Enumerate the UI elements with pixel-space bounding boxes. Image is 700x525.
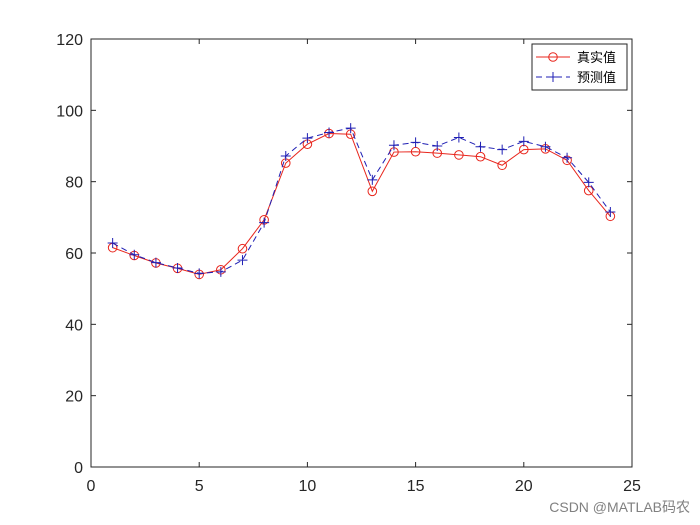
series-2-point bbox=[410, 137, 421, 148]
series-2-point bbox=[150, 257, 161, 268]
series-2-point bbox=[518, 136, 529, 147]
y-tick-label: 60 bbox=[65, 246, 83, 263]
series-2-point bbox=[497, 144, 508, 155]
series-2-point bbox=[237, 255, 248, 266]
legend-marker-1 bbox=[548, 52, 558, 62]
series-2-point bbox=[475, 141, 486, 152]
series-2-point bbox=[453, 132, 464, 143]
x-tick-label: 10 bbox=[299, 478, 317, 495]
legend-label-2: 预测值 bbox=[577, 70, 616, 86]
series-2-point bbox=[583, 177, 594, 188]
x-tick-label: 0 bbox=[87, 478, 96, 495]
series-1-point bbox=[367, 186, 378, 197]
series-2-point bbox=[432, 141, 443, 151]
legend-marker-2 bbox=[548, 72, 558, 82]
watermark-text: CSDN @MATLAB码农 bbox=[549, 499, 690, 515]
ticks-layer: 0 5 10 15 20 25 0 20 40 60 80 100 120 bbox=[56, 32, 641, 495]
series-2-point bbox=[215, 266, 226, 277]
x-tick-label: 25 bbox=[623, 478, 641, 495]
y-tick-label: 0 bbox=[74, 460, 83, 477]
series-2-point bbox=[259, 217, 270, 228]
series-2-point bbox=[194, 268, 205, 279]
y-tick-label: 40 bbox=[65, 317, 83, 334]
series-2-point bbox=[172, 262, 183, 273]
series-line-2 bbox=[112, 127, 611, 274]
plot-area bbox=[91, 39, 632, 467]
series-1-point bbox=[237, 243, 248, 254]
y-tick-label: 120 bbox=[56, 32, 83, 49]
series-2-point bbox=[345, 123, 356, 134]
x-tick-label: 15 bbox=[407, 478, 425, 495]
series-2-point bbox=[605, 206, 616, 217]
series-2-point bbox=[562, 152, 573, 163]
series-2-point bbox=[129, 249, 140, 260]
series-2-point bbox=[388, 140, 399, 151]
legend-label-1: 真实值 bbox=[577, 50, 616, 66]
series-1-point bbox=[475, 151, 486, 162]
x-tick-label: 20 bbox=[515, 478, 533, 495]
x-tick-label: 5 bbox=[195, 478, 204, 495]
y-tick-label: 20 bbox=[65, 389, 83, 406]
series-2-point bbox=[324, 127, 335, 138]
legend-box bbox=[531, 43, 628, 91]
series-2-point bbox=[280, 150, 291, 161]
series-2-point bbox=[107, 238, 118, 249]
series-2-point bbox=[302, 133, 313, 144]
series-layer bbox=[107, 123, 616, 280]
series-1-point bbox=[497, 160, 507, 171]
y-tick-label: 100 bbox=[56, 103, 83, 120]
series-1-point bbox=[454, 150, 464, 160]
series-2-point bbox=[540, 141, 551, 152]
series-2-point bbox=[367, 174, 378, 185]
y-tick-label: 80 bbox=[65, 175, 83, 192]
